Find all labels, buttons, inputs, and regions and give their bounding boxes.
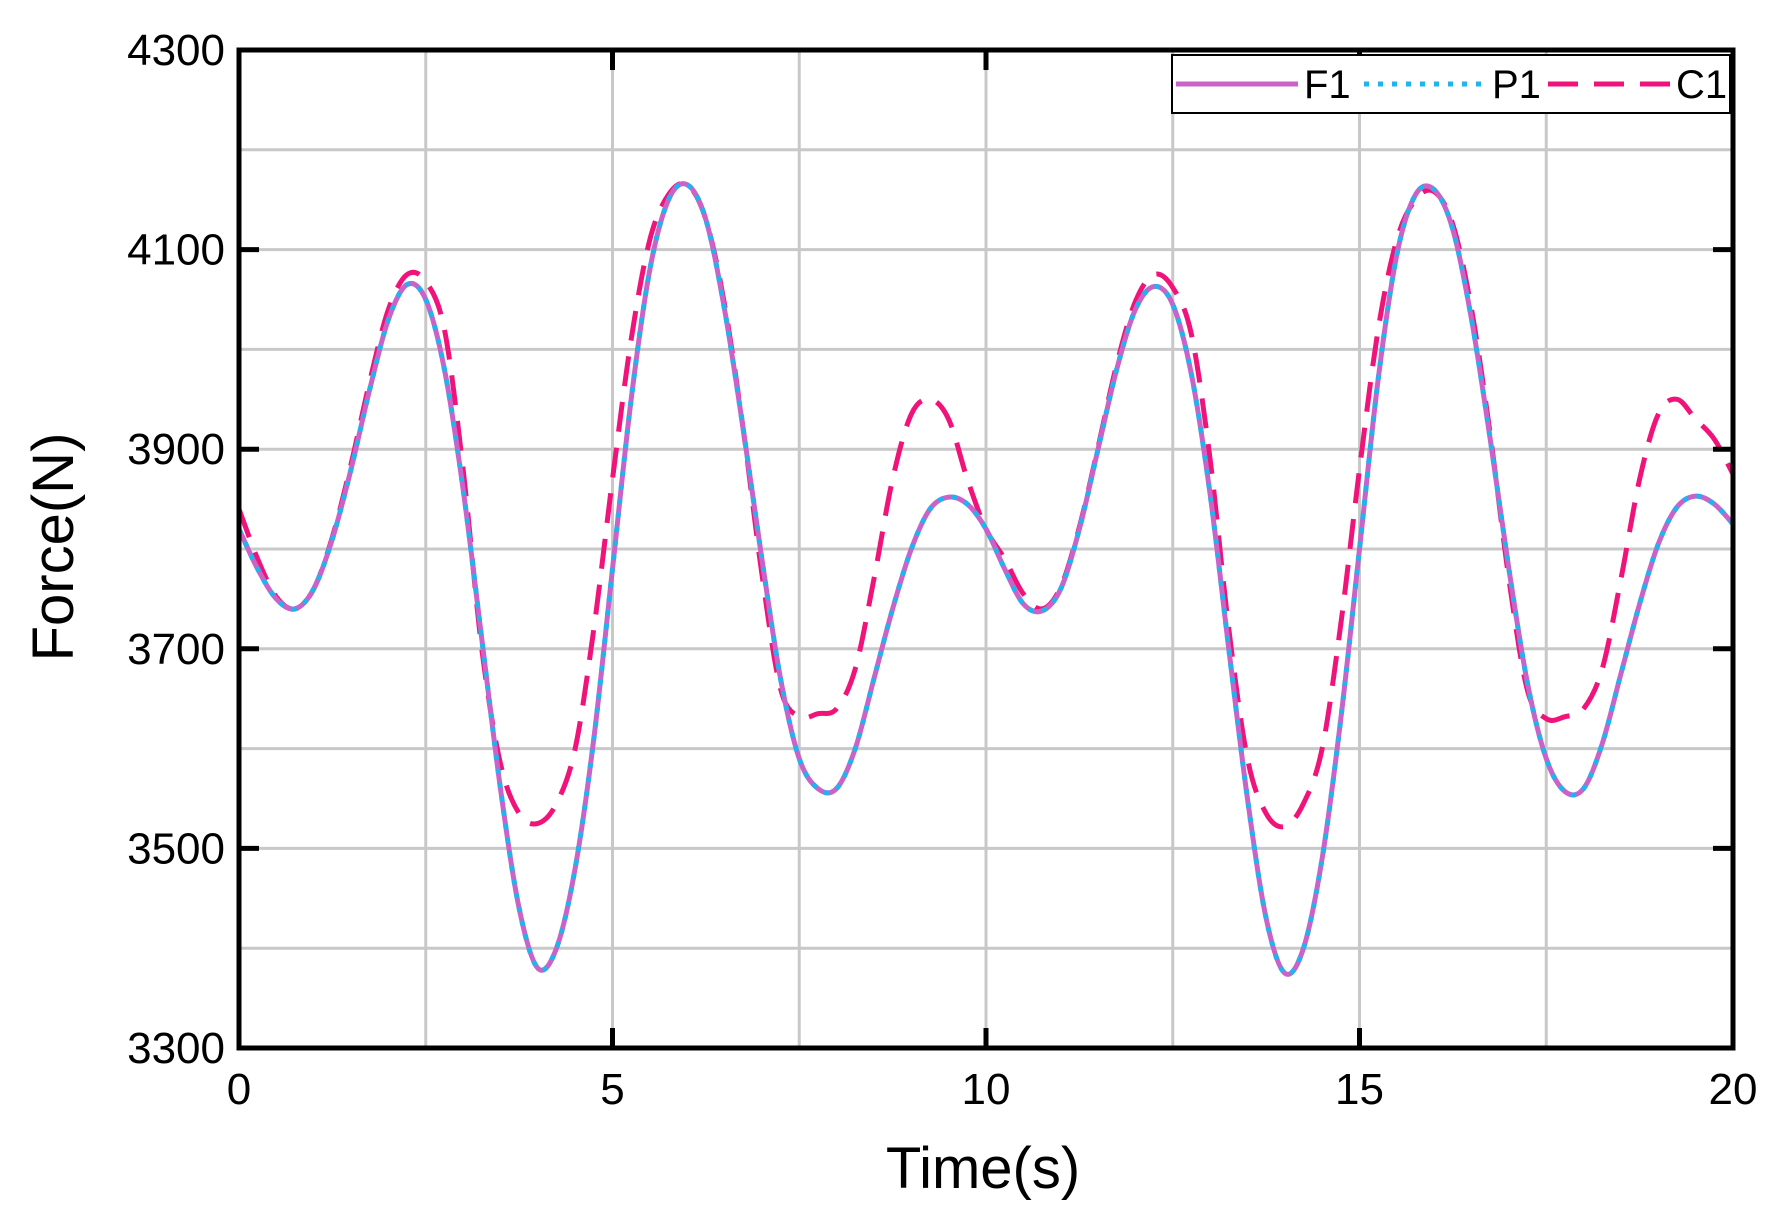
x-tick-label: 15 — [1335, 1065, 1384, 1114]
x-tick-label: 10 — [962, 1065, 1011, 1114]
grid — [237, 48, 1735, 1050]
x-tick-label: 20 — [1709, 1065, 1758, 1114]
x-tick-labels: 0 5 10 15 20 — [227, 1065, 1758, 1114]
legend-label-p1: P1 — [1492, 63, 1541, 107]
y-tick-label: 4300 — [127, 26, 225, 75]
y-tick-label: 3700 — [127, 625, 225, 674]
y-tick-label: 3900 — [127, 425, 225, 474]
y-tick-label: 4100 — [127, 226, 225, 275]
axis-ticks — [236, 47, 1736, 1051]
y-axis-title: Force(N) — [21, 433, 86, 662]
legend-label-c1: C1 — [1676, 63, 1727, 107]
x-tick-label: 0 — [227, 1065, 251, 1114]
series-line-p1 — [236, 181, 1735, 977]
legend-label-f1: F1 — [1304, 63, 1351, 107]
x-axis-title: Time(s) — [886, 1136, 1080, 1201]
series-lines — [236, 180, 1736, 977]
legend: F1 P1 C1 — [1171, 54, 1731, 114]
y-tick-label: 3300 — [127, 1024, 225, 1073]
y-tick-label: 3500 — [127, 824, 225, 873]
y-tick-labels: 3300 3500 3700 3900 4100 4300 — [127, 26, 225, 1073]
x-tick-label: 5 — [600, 1065, 624, 1114]
